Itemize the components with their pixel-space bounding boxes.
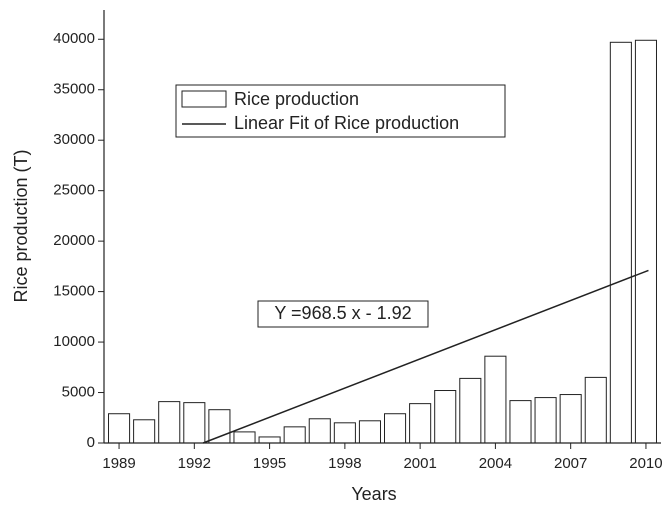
y-tick-label: 20000 bbox=[53, 232, 95, 249]
y-tick-label: 5000 bbox=[62, 384, 95, 401]
bar bbox=[609, 41, 632, 444]
bar bbox=[559, 394, 582, 444]
y-tick-label: 40000 bbox=[53, 30, 95, 47]
y-tick-label: 30000 bbox=[53, 131, 95, 148]
x-tick-label: 2004 bbox=[479, 455, 512, 472]
bar bbox=[358, 420, 381, 444]
y-tick-label: 25000 bbox=[53, 182, 95, 199]
bar bbox=[459, 377, 482, 444]
y-tick-label: 15000 bbox=[53, 283, 95, 300]
y-tick-label: 35000 bbox=[53, 81, 95, 98]
bar bbox=[434, 390, 457, 444]
bar bbox=[634, 39, 657, 444]
bar bbox=[258, 436, 281, 444]
x-tick-label: 2007 bbox=[554, 455, 587, 472]
bar bbox=[183, 402, 206, 444]
x-tick-label: 1995 bbox=[253, 455, 286, 472]
legend-label: Linear Fit of Rice production bbox=[234, 113, 459, 133]
bar bbox=[233, 431, 256, 444]
bar bbox=[584, 376, 607, 444]
x-tick-label: 1998 bbox=[328, 455, 361, 472]
bar bbox=[158, 401, 181, 444]
x-tick-label: 2001 bbox=[403, 455, 436, 472]
y-axis-label: Rice production (T) bbox=[11, 149, 31, 302]
bar bbox=[283, 426, 306, 444]
bar bbox=[484, 355, 507, 444]
x-tick-label: 1992 bbox=[178, 455, 211, 472]
x-tick-label: 1989 bbox=[102, 455, 135, 472]
x-tick-label: 2010 bbox=[629, 455, 662, 472]
bar bbox=[108, 413, 131, 444]
y-tick-label: 0 bbox=[87, 434, 95, 451]
bar bbox=[308, 418, 331, 444]
bar bbox=[534, 397, 557, 444]
annotation: Y =968.5 x - 1.92 bbox=[274, 303, 411, 323]
bar bbox=[133, 419, 156, 444]
y-tick-label: 10000 bbox=[53, 333, 95, 350]
bar bbox=[333, 422, 356, 444]
legend-label: Rice production bbox=[234, 89, 359, 109]
legend-box bbox=[175, 84, 506, 138]
bar bbox=[384, 413, 407, 444]
annotation-box bbox=[257, 300, 429, 328]
bar bbox=[509, 400, 532, 444]
x-axis-label: Years bbox=[351, 484, 396, 504]
legend-swatch bbox=[181, 90, 227, 108]
fit-line bbox=[202, 269, 649, 444]
bar bbox=[208, 409, 231, 444]
bar bbox=[409, 403, 432, 444]
